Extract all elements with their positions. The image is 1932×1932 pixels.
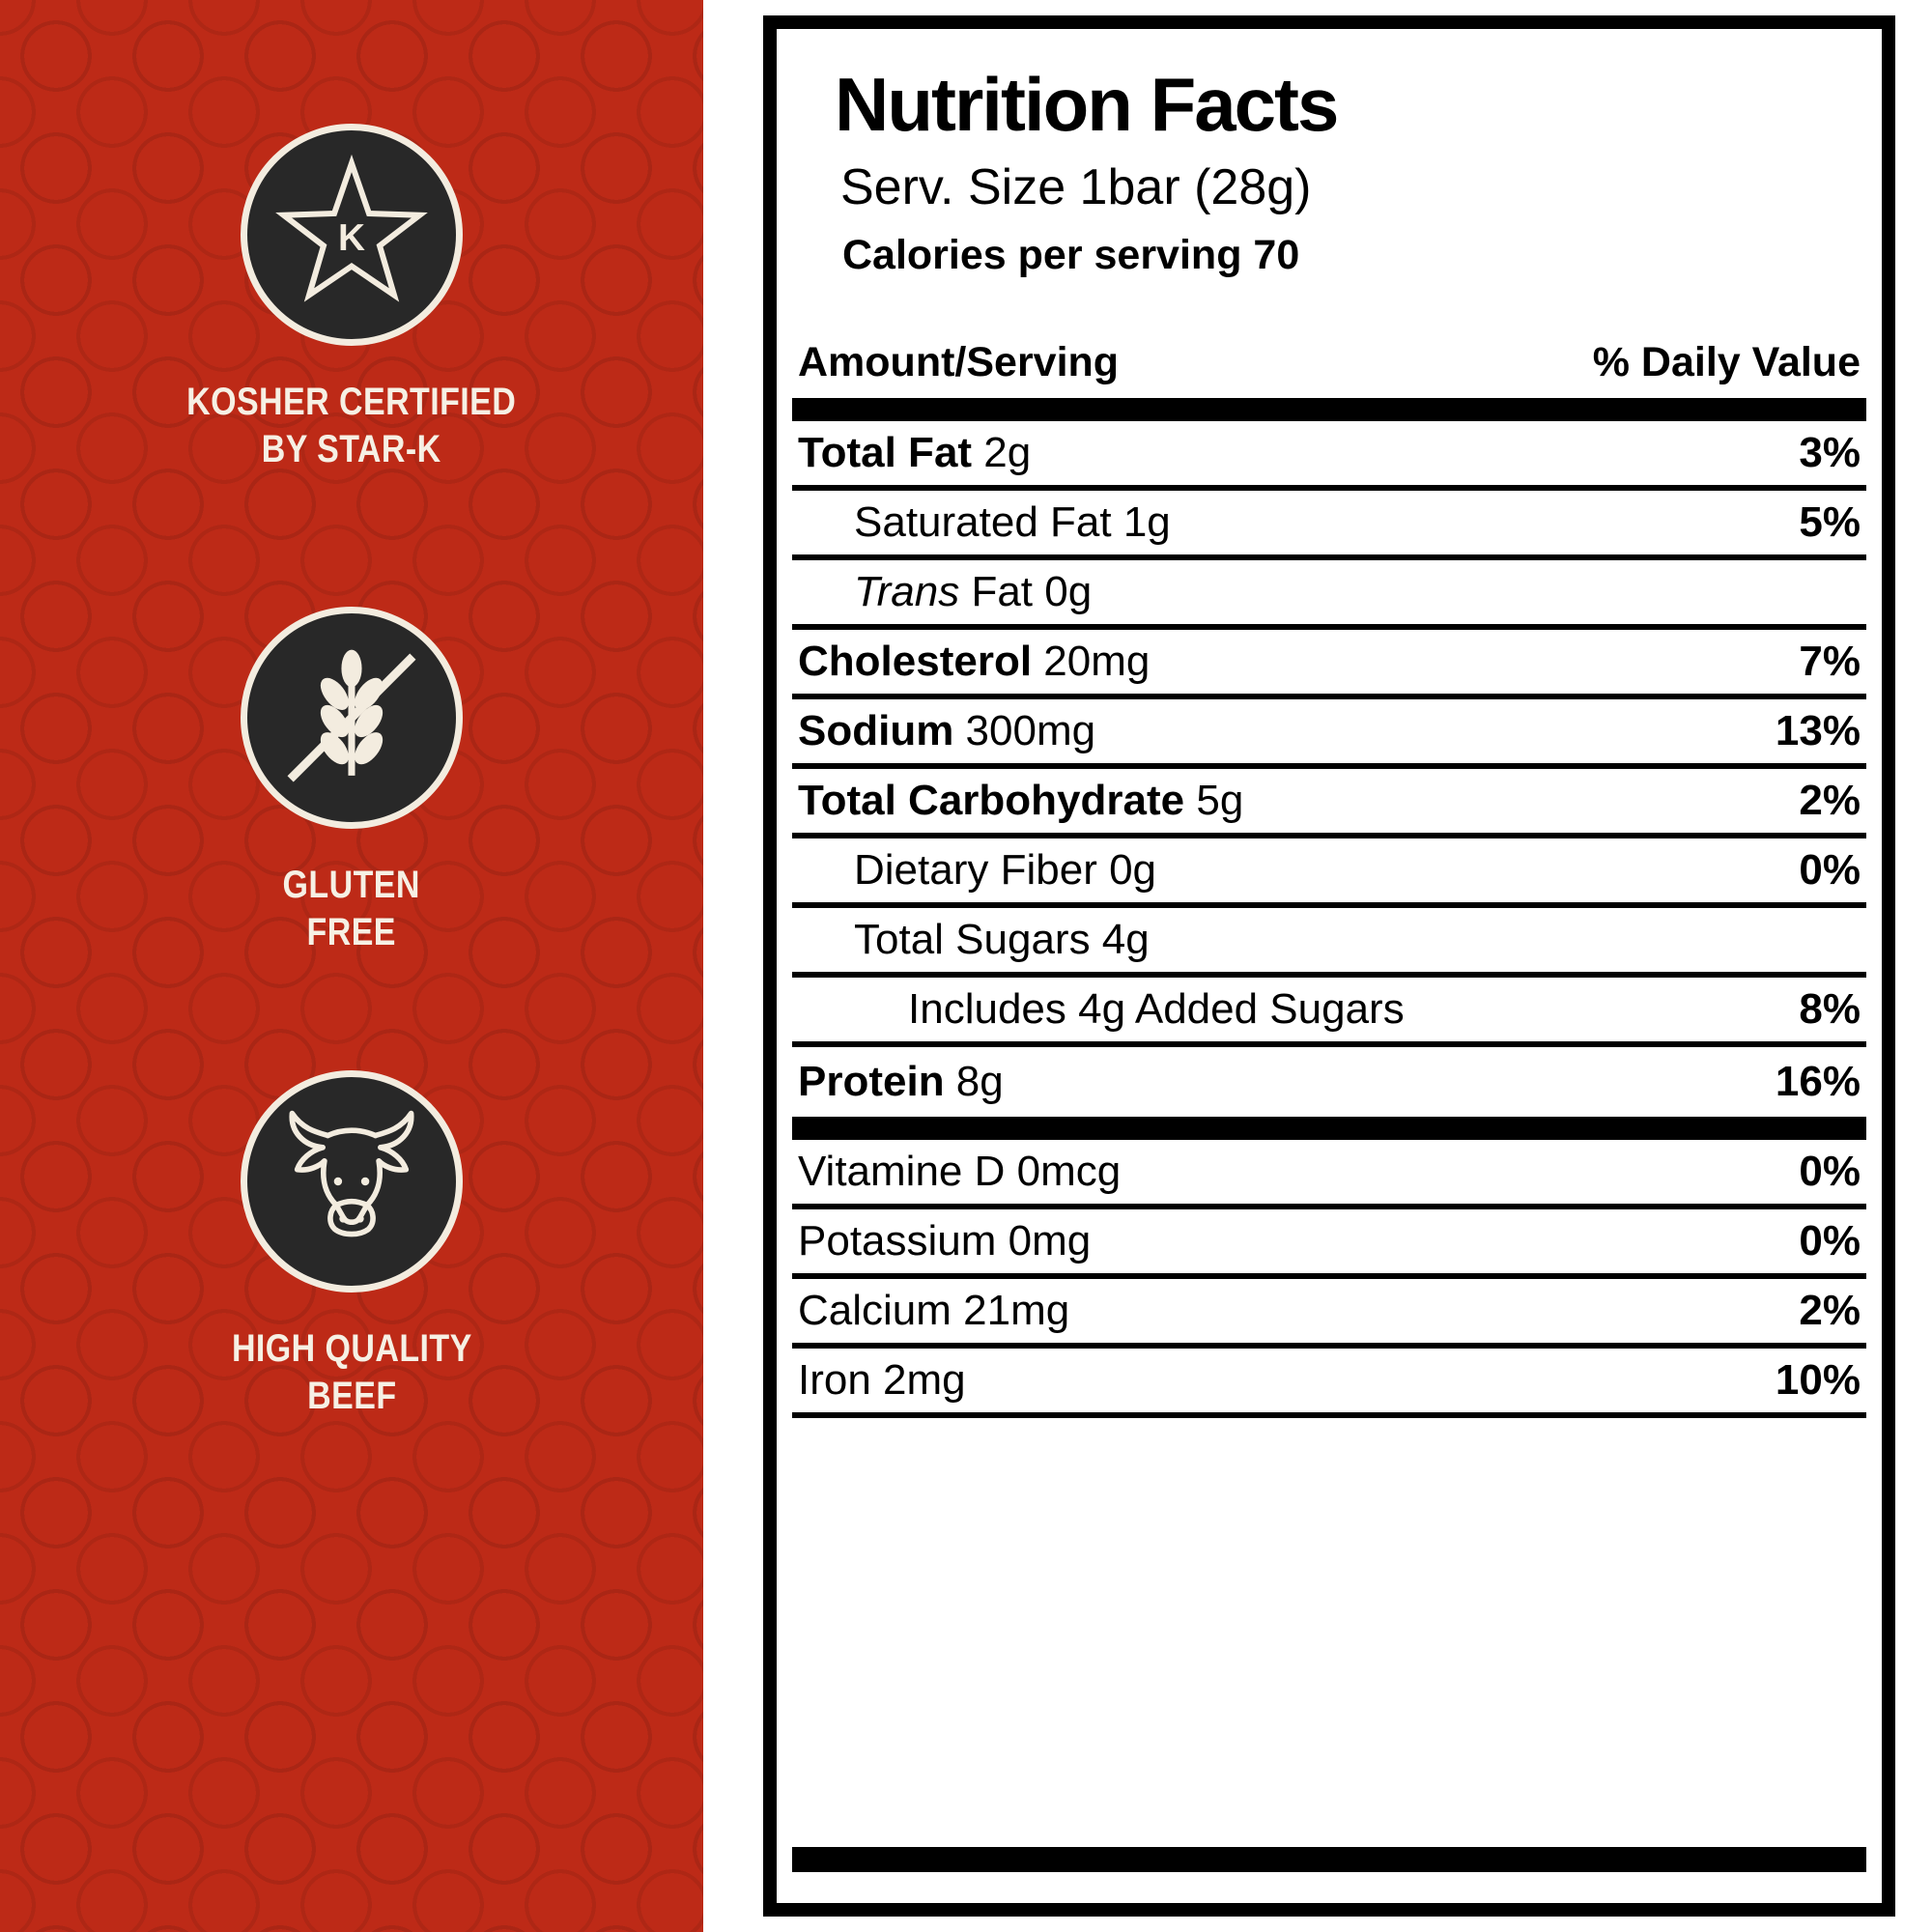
nutrient-daily-value: 2% <box>1799 776 1861 824</box>
cow-icon <box>289 1110 414 1237</box>
badge-gluten-free-label: GLUTEN FREE <box>283 862 420 956</box>
nutrient-name: Cholesterol 20mg <box>798 637 1151 685</box>
divider-thick-bottom <box>792 1847 1866 1872</box>
nutrition-row: Calcium 21mg 2% <box>792 1279 1866 1349</box>
nutrient-daily-value: 0% <box>1799 1147 1861 1195</box>
svg-text:K: K <box>338 217 365 259</box>
badge-beef-label: HIGH QUALITY BEEF <box>232 1325 472 1420</box>
nutrition-row: Vitamine D 0mcg 0% <box>792 1140 1866 1209</box>
badge-circle <box>241 607 463 829</box>
nutrition-rows: Total Fat 2g 3% Saturated Fat 1g 5% Trans Fa… <box>792 421 1866 1418</box>
nutrient-name: Calcium 21mg <box>798 1286 1070 1334</box>
nutrient-daily-value: 0% <box>1799 1216 1861 1264</box>
nutrient-daily-value: 2% <box>1799 1286 1861 1334</box>
calories-line: Calories per serving 70 <box>842 231 1300 278</box>
nutrition-row: Includes 4g Added Sugars 8% <box>792 978 1866 1047</box>
nutrient-daily-value: 3% <box>1799 428 1861 476</box>
badge-circle: K <box>241 124 463 346</box>
nutrient-name: Saturated Fat 1g <box>854 497 1171 546</box>
nutrition-row: Protein 8g 16% <box>792 1047 1866 1117</box>
column-amount-serving: Amount/Serving <box>798 338 1120 385</box>
nutrition-row: Total Carbohydrate 5g 2% <box>792 769 1866 838</box>
column-daily-value: % Daily Value <box>1592 338 1861 385</box>
nutrition-row: Total Fat 2g 3% <box>792 421 1866 491</box>
nutrition-row: Total Sugars 4g <box>792 908 1866 978</box>
nutrient-name: Vitamine D 0mcg <box>798 1147 1122 1195</box>
nutrient-name: Sodium 300mg <box>798 706 1096 754</box>
badge-label-line1: KOSHER CERTIFIED <box>186 381 517 423</box>
nutrition-row: Cholesterol 20mg 7% <box>792 630 1866 699</box>
nutrient-name: Dietary Fiber 0g <box>854 845 1157 894</box>
nutrient-daily-value: 7% <box>1799 637 1861 685</box>
star-k-icon: K <box>275 154 428 302</box>
badge-circle <box>241 1070 463 1293</box>
divider-thick-top <box>792 397 1866 421</box>
badge-gluten-free: GLUTEN FREE <box>0 607 703 956</box>
column-header: Amount/Serving % Daily Value <box>792 339 1866 386</box>
nutrient-daily-value: 13% <box>1775 706 1861 754</box>
wheat-crossed-icon <box>287 649 416 782</box>
nutrient-daily-value: 0% <box>1799 845 1861 894</box>
nutrient-name: Potassium 0mg <box>798 1216 1092 1264</box>
badge-label-line2: FREE <box>306 910 397 953</box>
badge-label-line2: BY STAR-K <box>262 427 441 470</box>
nutrient-name: Trans Fat 0g <box>854 567 1093 615</box>
nutrient-daily-value: 10% <box>1775 1355 1861 1404</box>
nutrient-name: Includes 4g Added Sugars <box>908 984 1405 1033</box>
nutrient-name: Total Sugars 4g <box>854 915 1150 963</box>
nutrient-name: Iron 2mg <box>798 1355 966 1404</box>
nutrient-daily-value: 16% <box>1775 1057 1861 1105</box>
nutrition-panel: Nutrition Facts Serv. Size 1bar (28g) Ca… <box>703 0 1932 1932</box>
badge-beef: HIGH QUALITY BEEF <box>0 1070 703 1420</box>
nutrition-row: Saturated Fat 1g 5% <box>792 491 1866 560</box>
nutrition-row: Trans Fat 0g <box>792 560 1866 630</box>
divider-thick-mid <box>792 1116 1866 1140</box>
badge-label-line1: GLUTEN <box>282 864 421 906</box>
nutrient-name: Total Fat 2g <box>798 428 1032 476</box>
nutrition-row: Dietary Fiber 0g 0% <box>792 838 1866 908</box>
nutrient-daily-value: 8% <box>1799 984 1861 1033</box>
serving-size: Serv. Size 1bar (28g) <box>840 158 1312 215</box>
nutrition-row: Sodium 300mg 13% <box>792 699 1866 769</box>
nutrition-title: Nutrition Facts <box>835 62 1339 147</box>
badge-label-line2: BEEF <box>306 1374 397 1417</box>
badge-kosher: K KOSHER CERTIFIED BY STAR-K <box>0 124 703 473</box>
nutrient-daily-value: 5% <box>1799 497 1861 546</box>
left-panel: K KOSHER CERTIFIED BY STAR-K <box>0 0 703 1932</box>
badge-kosher-label: KOSHER CERTIFIED BY STAR-K <box>186 379 516 473</box>
nutrient-name: Protein 8g <box>798 1057 1004 1105</box>
nutrition-row: Iron 2mg 10% <box>792 1349 1866 1418</box>
nutrition-row: Potassium 0mg 0% <box>792 1209 1866 1279</box>
nutrient-name: Total Carbohydrate 5g <box>798 776 1244 824</box>
badge-label-line1: HIGH QUALITY <box>231 1327 472 1370</box>
nutrition-label: Nutrition Facts Serv. Size 1bar (28g) Ca… <box>763 15 1895 1917</box>
spacer <box>792 1418 1866 1847</box>
